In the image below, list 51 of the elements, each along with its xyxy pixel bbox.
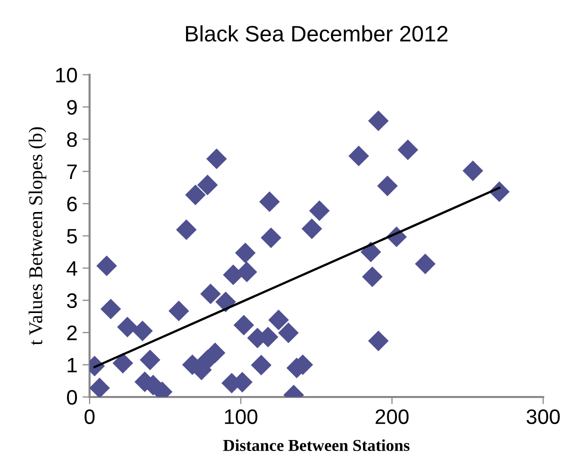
point — [309, 200, 330, 222]
point — [140, 350, 160, 370]
x-tick-label: 200 — [376, 409, 409, 424]
point — [368, 330, 389, 352]
chart-title: Black Sea December 2012 — [186, 25, 448, 42]
point — [377, 176, 398, 196]
point — [234, 314, 254, 336]
point — [132, 320, 153, 342]
y-tick-label: 5 — [67, 229, 77, 244]
point — [360, 242, 382, 262]
y-tick-label: 7 — [67, 164, 77, 179]
point — [185, 184, 206, 206]
y-tick-label: 10 — [56, 68, 77, 82]
point — [362, 266, 383, 288]
point — [368, 110, 389, 132]
point — [96, 256, 117, 276]
point — [259, 191, 280, 212]
x-tick-label: 100 — [224, 409, 258, 424]
point — [168, 300, 190, 322]
point — [348, 146, 370, 166]
point — [200, 284, 221, 304]
y-tick-label: 2 — [67, 326, 77, 340]
point — [235, 242, 256, 264]
y-tick-label: 3 — [66, 293, 77, 308]
y-tick-label: 4 — [66, 261, 78, 276]
point — [302, 218, 322, 240]
y-tick-label: 6 — [67, 196, 77, 212]
point — [117, 316, 138, 338]
x-tick-label: 0 — [84, 409, 95, 424]
point — [215, 292, 236, 312]
point — [278, 322, 299, 344]
point — [268, 310, 289, 330]
x-axis-title: Distance Between Stations — [223, 439, 410, 452]
y-tick-label: 1 — [68, 358, 77, 372]
y-tick-label: 9 — [67, 100, 77, 115]
point — [260, 227, 282, 248]
y-tick-label: 0 — [67, 390, 77, 405]
point — [462, 160, 484, 182]
point — [250, 354, 272, 376]
x-tick-label: 300 — [526, 409, 560, 424]
point — [236, 262, 258, 282]
point — [112, 352, 134, 374]
point — [398, 140, 418, 160]
y-tick-label: 8 — [67, 132, 77, 147]
point — [414, 254, 436, 274]
point — [197, 174, 218, 196]
point — [206, 148, 227, 170]
point — [90, 378, 110, 397]
point — [176, 219, 197, 240]
y-axis-title: t Values Between Slopes (b) — [28, 127, 46, 346]
point — [100, 298, 122, 320]
